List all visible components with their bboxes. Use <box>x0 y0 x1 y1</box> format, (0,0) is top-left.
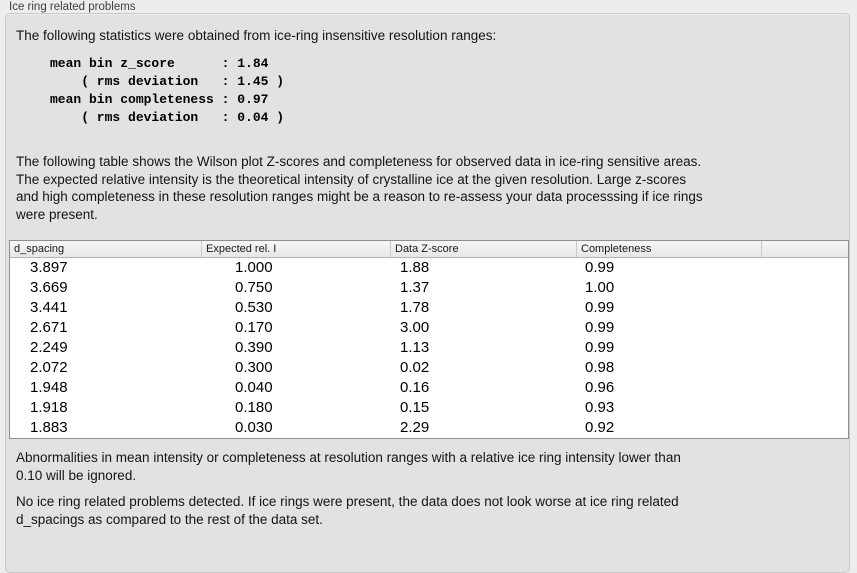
ignore-note: Abnormalities in mean intensity or compl… <box>16 450 681 483</box>
column-header-d-spacing[interactable]: d_spacing <box>10 241 202 257</box>
conclusion-text: No ice ring related problems detected. I… <box>16 494 679 527</box>
table-header-row: d_spacing Expected rel. I Data Z-score C… <box>10 241 848 258</box>
table-row[interactable]: 3.897 1.000 1.88 0.99 <box>10 258 848 278</box>
ice-ring-table-body: 3.897 1.000 1.88 0.99 3.669 0.750 1.37 1… <box>10 258 848 438</box>
table-description: The following table shows the Wilson plo… <box>16 154 703 222</box>
table-row[interactable]: 1.883 0.030 2.29 0.92 <box>10 418 848 438</box>
table-row[interactable]: 2.671 0.170 3.00 0.99 <box>10 318 848 338</box>
ice-ring-panel: The following statistics were obtained f… <box>5 13 850 573</box>
table-row[interactable]: 2.249 0.390 1.13 0.99 <box>10 338 848 358</box>
table-row[interactable]: 2.072 0.300 0.02 0.98 <box>10 358 848 378</box>
table-row[interactable]: 1.948 0.040 0.16 0.96 <box>10 378 848 398</box>
column-header-expected-rel-i[interactable]: Expected rel. I <box>202 241 391 257</box>
column-header-filler <box>762 241 848 257</box>
column-header-completeness[interactable]: Completeness <box>577 241 762 257</box>
groupbox-title: Ice ring related problems <box>9 1 136 13</box>
stats-block: mean bin z_score : 1.84 ( rms deviation … <box>50 56 285 125</box>
table-row[interactable]: 3.441 0.530 1.78 0.99 <box>10 298 848 318</box>
table-row[interactable]: 1.918 0.180 0.15 0.93 <box>10 398 848 418</box>
table-row[interactable]: 3.669 0.750 1.37 1.00 <box>10 278 848 298</box>
intro-text: The following statistics were obtained f… <box>16 28 497 43</box>
ice-ring-table: d_spacing Expected rel. I Data Z-score C… <box>9 240 849 439</box>
column-header-data-z-score[interactable]: Data Z-score <box>391 241 577 257</box>
